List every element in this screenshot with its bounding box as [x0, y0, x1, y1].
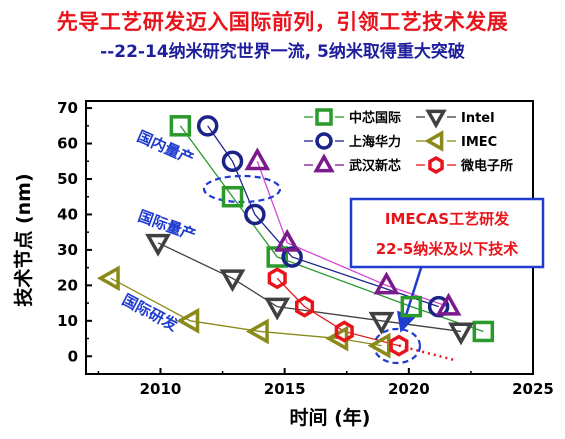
marker-xin	[244, 147, 271, 171]
legend: 中芯国际 Intel 上海华力 IMEC 武汉新芯 微电子所	[304, 108, 513, 175]
marker-smic	[472, 320, 495, 343]
marker-intel	[145, 233, 171, 257]
intl-rd-label: 国际研发	[119, 291, 181, 336]
legend-marker-ime	[428, 155, 444, 175]
page-subtitle: --22-14纳米研究世界一流, 5纳米取得重大突破	[100, 42, 465, 62]
callout-line-2: 22-5纳米及以下技术	[376, 240, 519, 258]
x-axis-label: 时间 (年)	[290, 406, 371, 429]
marker-xin	[435, 292, 462, 316]
marker-hua	[221, 150, 244, 173]
marker-imec	[245, 318, 269, 345]
y-tick-label: 0	[68, 347, 78, 365]
legend-marker-intel	[425, 109, 447, 129]
series-line-hua	[207, 125, 439, 308]
legend-label-intel: Intel	[461, 111, 495, 126]
legend-label-imec: IMEC	[461, 135, 497, 150]
y-tick-label: 40	[57, 205, 78, 223]
marker-ime	[267, 267, 287, 290]
marker-xin	[373, 271, 400, 295]
callout-line-1: IMECAS工艺研发	[385, 210, 510, 228]
marker-smic	[169, 115, 192, 137]
y-tick-label: 50	[57, 170, 78, 188]
marker-intel	[368, 311, 395, 335]
marker-intel	[448, 322, 474, 346]
legend-marker-hua	[315, 132, 333, 150]
legend-label-hua: 上海华力	[349, 134, 401, 150]
series-markers	[96, 115, 495, 359]
legend-label-ime: 微电子所	[460, 158, 513, 174]
y-tick-label: 30	[57, 241, 78, 259]
x-tick-label: 2015	[264, 380, 306, 398]
page-title: 先导工艺研发迈入国际前列，引领工艺技术发展	[56, 10, 509, 34]
y-axis-label: 技术节点 (nm)	[12, 173, 35, 306]
marker-imec	[367, 332, 391, 359]
callout-box	[349, 197, 545, 269]
y-tick-label: 70	[57, 99, 78, 117]
marker-imec	[176, 307, 200, 334]
series-line-imec	[110, 277, 382, 347]
legend-marker-xin	[313, 153, 335, 173]
marker-ime	[389, 334, 409, 357]
marker-intel	[219, 269, 246, 293]
x-tick-label: 2020	[388, 380, 430, 398]
marker-hua	[244, 203, 266, 226]
legend-label-xin: 武汉新芯	[349, 158, 401, 174]
marker-xin	[274, 228, 301, 252]
y-tick-label: 60	[57, 135, 78, 153]
marker-hua	[427, 295, 450, 318]
marker-smic	[400, 295, 423, 318]
marker-ime	[334, 320, 354, 343]
marker-ime	[294, 295, 315, 318]
marker-intel	[264, 297, 291, 321]
legend-marker-smic	[315, 108, 333, 126]
legend-marker-imec	[424, 130, 444, 152]
legend-label-smic: 中芯国际	[349, 110, 401, 126]
x-tick-label: 2010	[140, 380, 182, 398]
series-line-ime	[276, 277, 400, 347]
marker-hua	[281, 246, 303, 268]
marker-imec	[96, 265, 120, 292]
y-tick-label: 10	[57, 312, 78, 330]
x-tick-label: 2025	[512, 380, 554, 398]
marker-smic	[221, 185, 244, 208]
axes: 2010 2015 2020 2025 0 10 20 30 40 50 60 70	[57, 99, 554, 398]
y-tick-label: 20	[57, 276, 78, 294]
marker-hua	[196, 115, 219, 137]
